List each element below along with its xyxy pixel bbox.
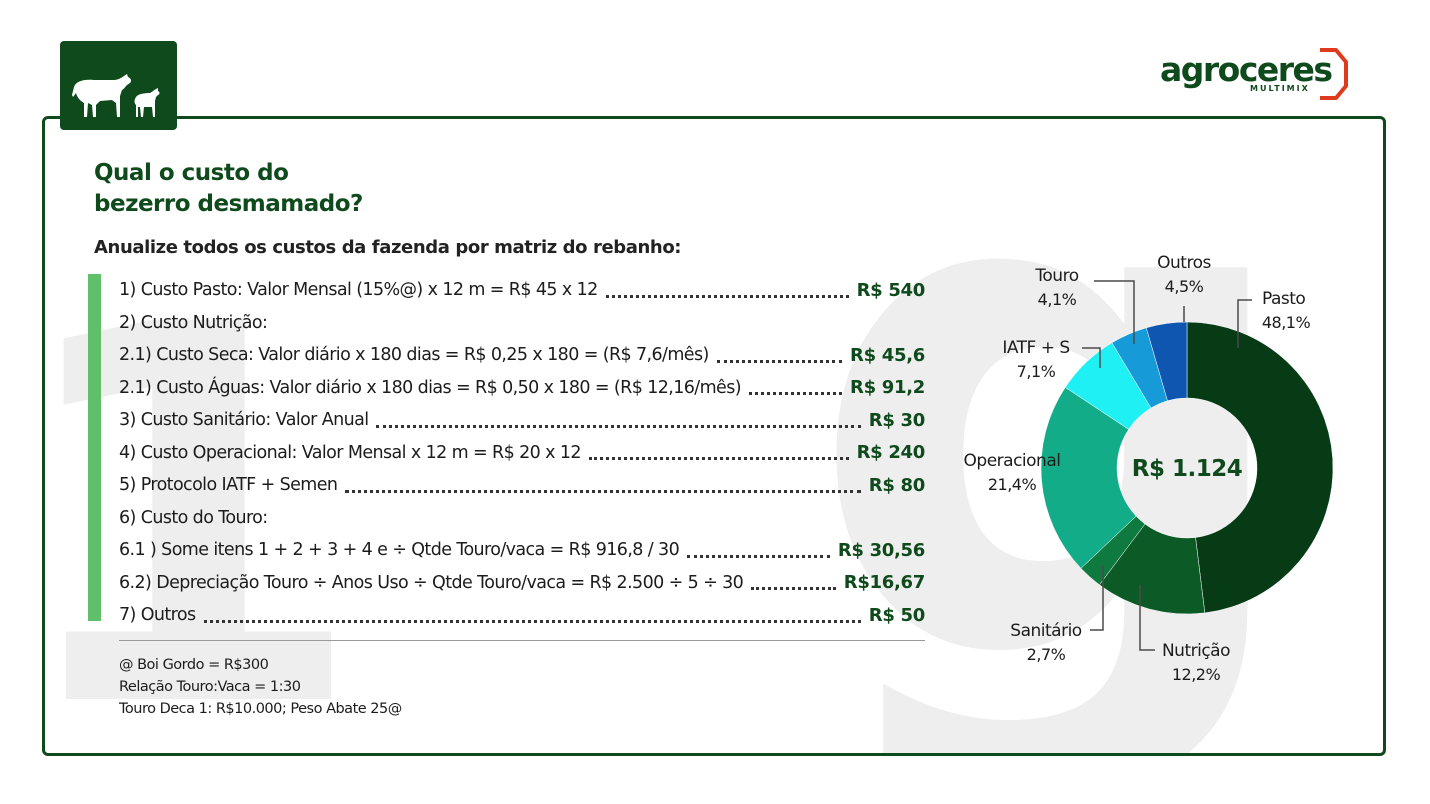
slice-percent-label: 21,4% [988, 475, 1037, 494]
slice-label: Operacional [964, 451, 1061, 471]
slice-label: Sanitário [1010, 621, 1082, 641]
cost-item-row: 5) Protocolo IATF + Semen R$ 80 [119, 469, 925, 502]
dot-leader [716, 359, 843, 363]
cost-item-value: R$ 91,2 [850, 377, 925, 399]
cost-item-label: 2.1) Custo Águas: Valor diário x 180 dia… [119, 377, 742, 398]
note-line: @ Boi Gordo = R$300 [119, 657, 269, 673]
assumption-notes: @ Boi Gordo = R$300 Relação Touro:Vaca =… [119, 654, 402, 720]
cattle-icon-box [60, 41, 177, 130]
cost-item-value: R$ 50 [868, 604, 926, 626]
slice-label: Touro [1034, 266, 1078, 286]
cost-item-row: 3) Custo Sanitário: Valor Anual R$ 30 [119, 404, 925, 437]
dot-leader [687, 554, 830, 558]
cost-item-value: R$ 80 [868, 474, 926, 496]
dot-leader [588, 457, 849, 461]
cost-item-label: 3) Custo Sanitário: Valor Anual [119, 410, 369, 431]
cost-item-value: R$ 540 [856, 279, 926, 301]
slice-percent-label: 12,2% [1172, 665, 1221, 684]
slice-label: Pasto [1262, 289, 1305, 309]
cost-item-label: 6.1 ) Some itens 1 + 2 + 3 + 4 e ÷ Qtde … [119, 540, 680, 561]
dot-leader [751, 587, 836, 591]
agroceres-logo: agroceres MULTIMIX [1158, 46, 1354, 102]
cost-item-value: R$ 30 [868, 409, 926, 431]
slice-percent-label: 2,7% [1027, 645, 1066, 664]
slice-label: IATF + S [1002, 338, 1069, 358]
slice-label: Outros [1157, 253, 1211, 273]
slice-label: Nutrição [1162, 641, 1230, 661]
dot-leader [203, 619, 861, 623]
cost-items-list: 1) Custo Pasto: Valor Mensal (15%@) x 12… [119, 274, 925, 632]
cost-item-row: 2) Custo Nutrição: [119, 307, 925, 340]
dot-leader [748, 392, 843, 396]
note-line: Relação Touro:Vaca = 1:30 [119, 679, 301, 695]
cow-and-calf-icon [72, 74, 160, 117]
notes-divider [119, 640, 925, 641]
cost-item-row: 6) Custo do Touro: [119, 502, 925, 535]
note-line: Touro Deca 1: R$10.000; Peso Abate 25@ [119, 701, 402, 717]
logo-subtitle: MULTIMIX [1250, 84, 1310, 93]
title-line-2: bezerro desmamado? [94, 191, 363, 217]
cost-item-row: 7) Outros R$ 50 [119, 599, 925, 632]
cost-item-label: 2.1) Custo Seca: Valor diário x 180 dias… [119, 345, 709, 366]
cost-item-row: 6.2) Depreciação Touro ÷ Anos Uso ÷ Qtde… [119, 567, 925, 600]
slice-percent-label: 4,5% [1165, 277, 1204, 296]
cost-item-value: R$ 45,6 [850, 344, 925, 366]
cost-item-row: 6.1 ) Some itens 1 + 2 + 3 + 4 e ÷ Qtde … [119, 534, 925, 567]
donut-slice-outros [1146, 321, 1188, 402]
cost-item-label: 1) Custo Pasto: Valor Mensal (15%@) x 12… [119, 280, 598, 301]
leader-line [1094, 280, 1135, 344]
title-line-1: Qual o custo do [94, 160, 289, 186]
cost-item-value: R$ 240 [856, 442, 926, 464]
slice-percent-label: 7,1% [1017, 362, 1056, 381]
slice-percent-label: 48,1% [1262, 313, 1311, 332]
cost-item-label: 7) Outros [119, 605, 196, 626]
leader-line [1139, 585, 1155, 651]
cost-item-label: 6) Custo do Touro: [119, 507, 268, 528]
leader-line [1237, 299, 1252, 348]
dot-leader [345, 489, 861, 493]
page-subtitle: Anualize todos os custos da fazenda por … [94, 237, 682, 258]
cost-item-label: 5) Protocolo IATF + Semen [119, 475, 338, 496]
slice-percent-label: 4,1% [1038, 290, 1077, 309]
cost-item-row: 1) Custo Pasto: Valor Mensal (15%@) x 12… [119, 274, 925, 307]
cost-item-value: R$ 30,56 [837, 539, 925, 561]
leader-line [1090, 565, 1104, 631]
cost-item-label: 2) Custo Nutrição: [119, 312, 268, 333]
leader-line [1082, 347, 1101, 368]
logo-hexagon-icon [1320, 48, 1348, 100]
donut-center-total: R$ 1.124 [1132, 456, 1242, 482]
page-title: Qual o custo do bezerro desmamado? [94, 158, 514, 220]
dot-leader [605, 294, 849, 298]
donut-slice-operacional [1040, 386, 1137, 569]
logo-wordmark: agroceres [1160, 50, 1333, 89]
list-accent-bar [88, 274, 101, 621]
cost-item-row: 2.1) Custo Seca: Valor diário x 180 dias… [119, 339, 925, 372]
cost-item-row: 2.1) Custo Águas: Valor diário x 180 dia… [119, 372, 925, 405]
dot-leader [376, 424, 861, 428]
cost-item-label: 6.2) Depreciação Touro ÷ Anos Uso ÷ Qtde… [119, 572, 744, 593]
cost-item-row: 4) Custo Operacional: Valor Mensal x 12 … [119, 437, 925, 470]
cost-item-value: R$16,67 [843, 572, 926, 594]
cost-item-label: 4) Custo Operacional: Valor Mensal x 12 … [119, 442, 582, 463]
